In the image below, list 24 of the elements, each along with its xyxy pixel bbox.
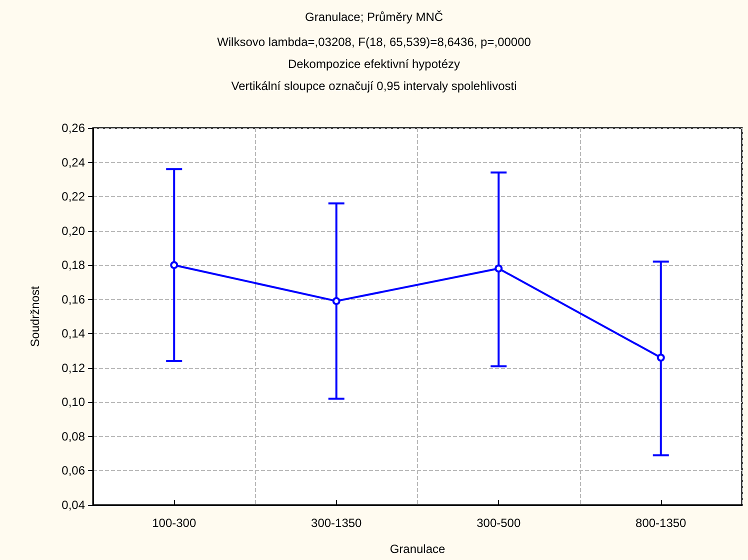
y-tick-label: 0,10 <box>62 395 86 410</box>
y-axis-title: Soudržnost <box>28 285 42 347</box>
y-tick-label: 0,22 <box>62 190 86 204</box>
y-tick-label: 0,06 <box>62 464 86 478</box>
y-tick-label: 0,18 <box>62 258 86 272</box>
x-tick-label: 800-1350 <box>636 516 687 530</box>
point <box>170 261 178 270</box>
y-tick-label: 0,16 <box>62 292 86 306</box>
x-tick-label: 100-300 <box>152 516 196 530</box>
y-tick-label: 0,12 <box>62 360 86 375</box>
x-axis-title: Granulace <box>390 542 446 556</box>
x-tick-label: 300-1350 <box>311 516 362 530</box>
x-tick-label: 300-500 <box>476 516 521 530</box>
point <box>656 354 665 362</box>
point <box>494 264 503 273</box>
chart-subtitle: Wilksovo lambda=,03208, F(18, 65,539)=8,6436, p=,00000 Dekompozice efektivní hypotézy Vertikální sloupce označují 0,95 intervaly spolehlivosti <box>217 35 532 93</box>
y-tick-label: 0,20 <box>62 224 86 238</box>
y-tick-label: 0,04 <box>62 498 86 512</box>
chart-title: Granulace; Průměry MNČ <box>304 10 444 24</box>
y-tick-label: 0,14 <box>62 326 86 341</box>
y-tick-label: 0,24 <box>62 155 86 170</box>
y-tick-label: 0,26 <box>62 121 86 135</box>
point <box>332 297 340 306</box>
y-tick-label: 0,08 <box>62 429 86 444</box>
